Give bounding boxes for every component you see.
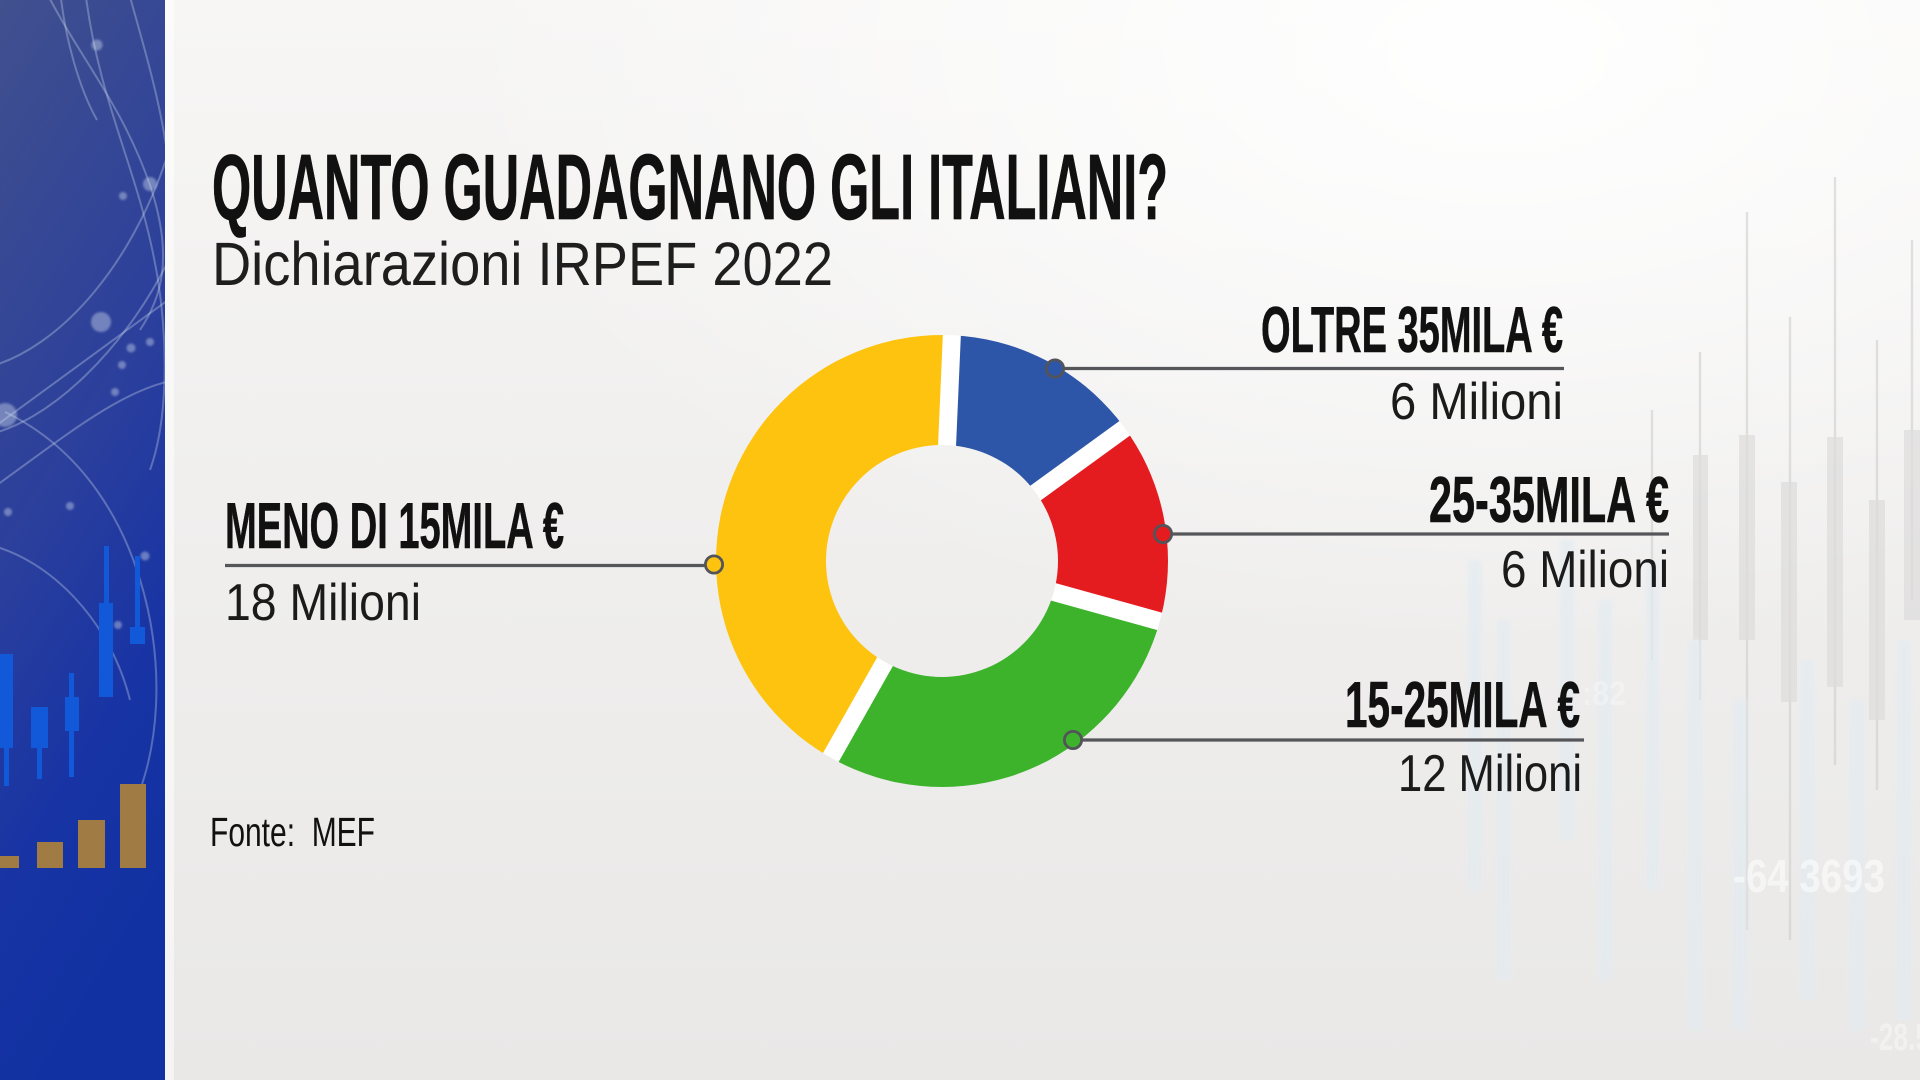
svg-text:Fonte: MEF: Fonte: MEF [210,809,375,855]
svg-text:12 Milioni: 12 Milioni [1398,745,1582,803]
svg-text:6 Milioni: 6 Milioni [1390,373,1563,431]
svg-text:-28.5: -28.5 [1870,1017,1920,1059]
svg-text:Dichiarazioni IRPEF 2022: Dichiarazioni IRPEF 2022 [212,230,833,298]
svg-text:OLTRE 35MILA €: OLTRE 35MILA € [1261,293,1563,366]
svg-text:6 Milioni: 6 Milioni [1501,541,1669,599]
svg-text:25-35MILA €: 25-35MILA € [1429,463,1669,536]
svg-text:QUANTO GUADAGNANO GLI ITALIANI: QUANTO GUADAGNANO GLI ITALIANI? [212,135,1168,239]
svg-text::82: :82 [1582,675,1626,713]
svg-text:-64 3693: -64 3693 [1733,850,1885,902]
svg-text:15-25MILA €: 15-25MILA € [1345,668,1580,741]
svg-text:18 Milioni: 18 Milioni [225,574,421,632]
svg-text:MENO DI 15MILA €: MENO DI 15MILA € [225,489,564,562]
